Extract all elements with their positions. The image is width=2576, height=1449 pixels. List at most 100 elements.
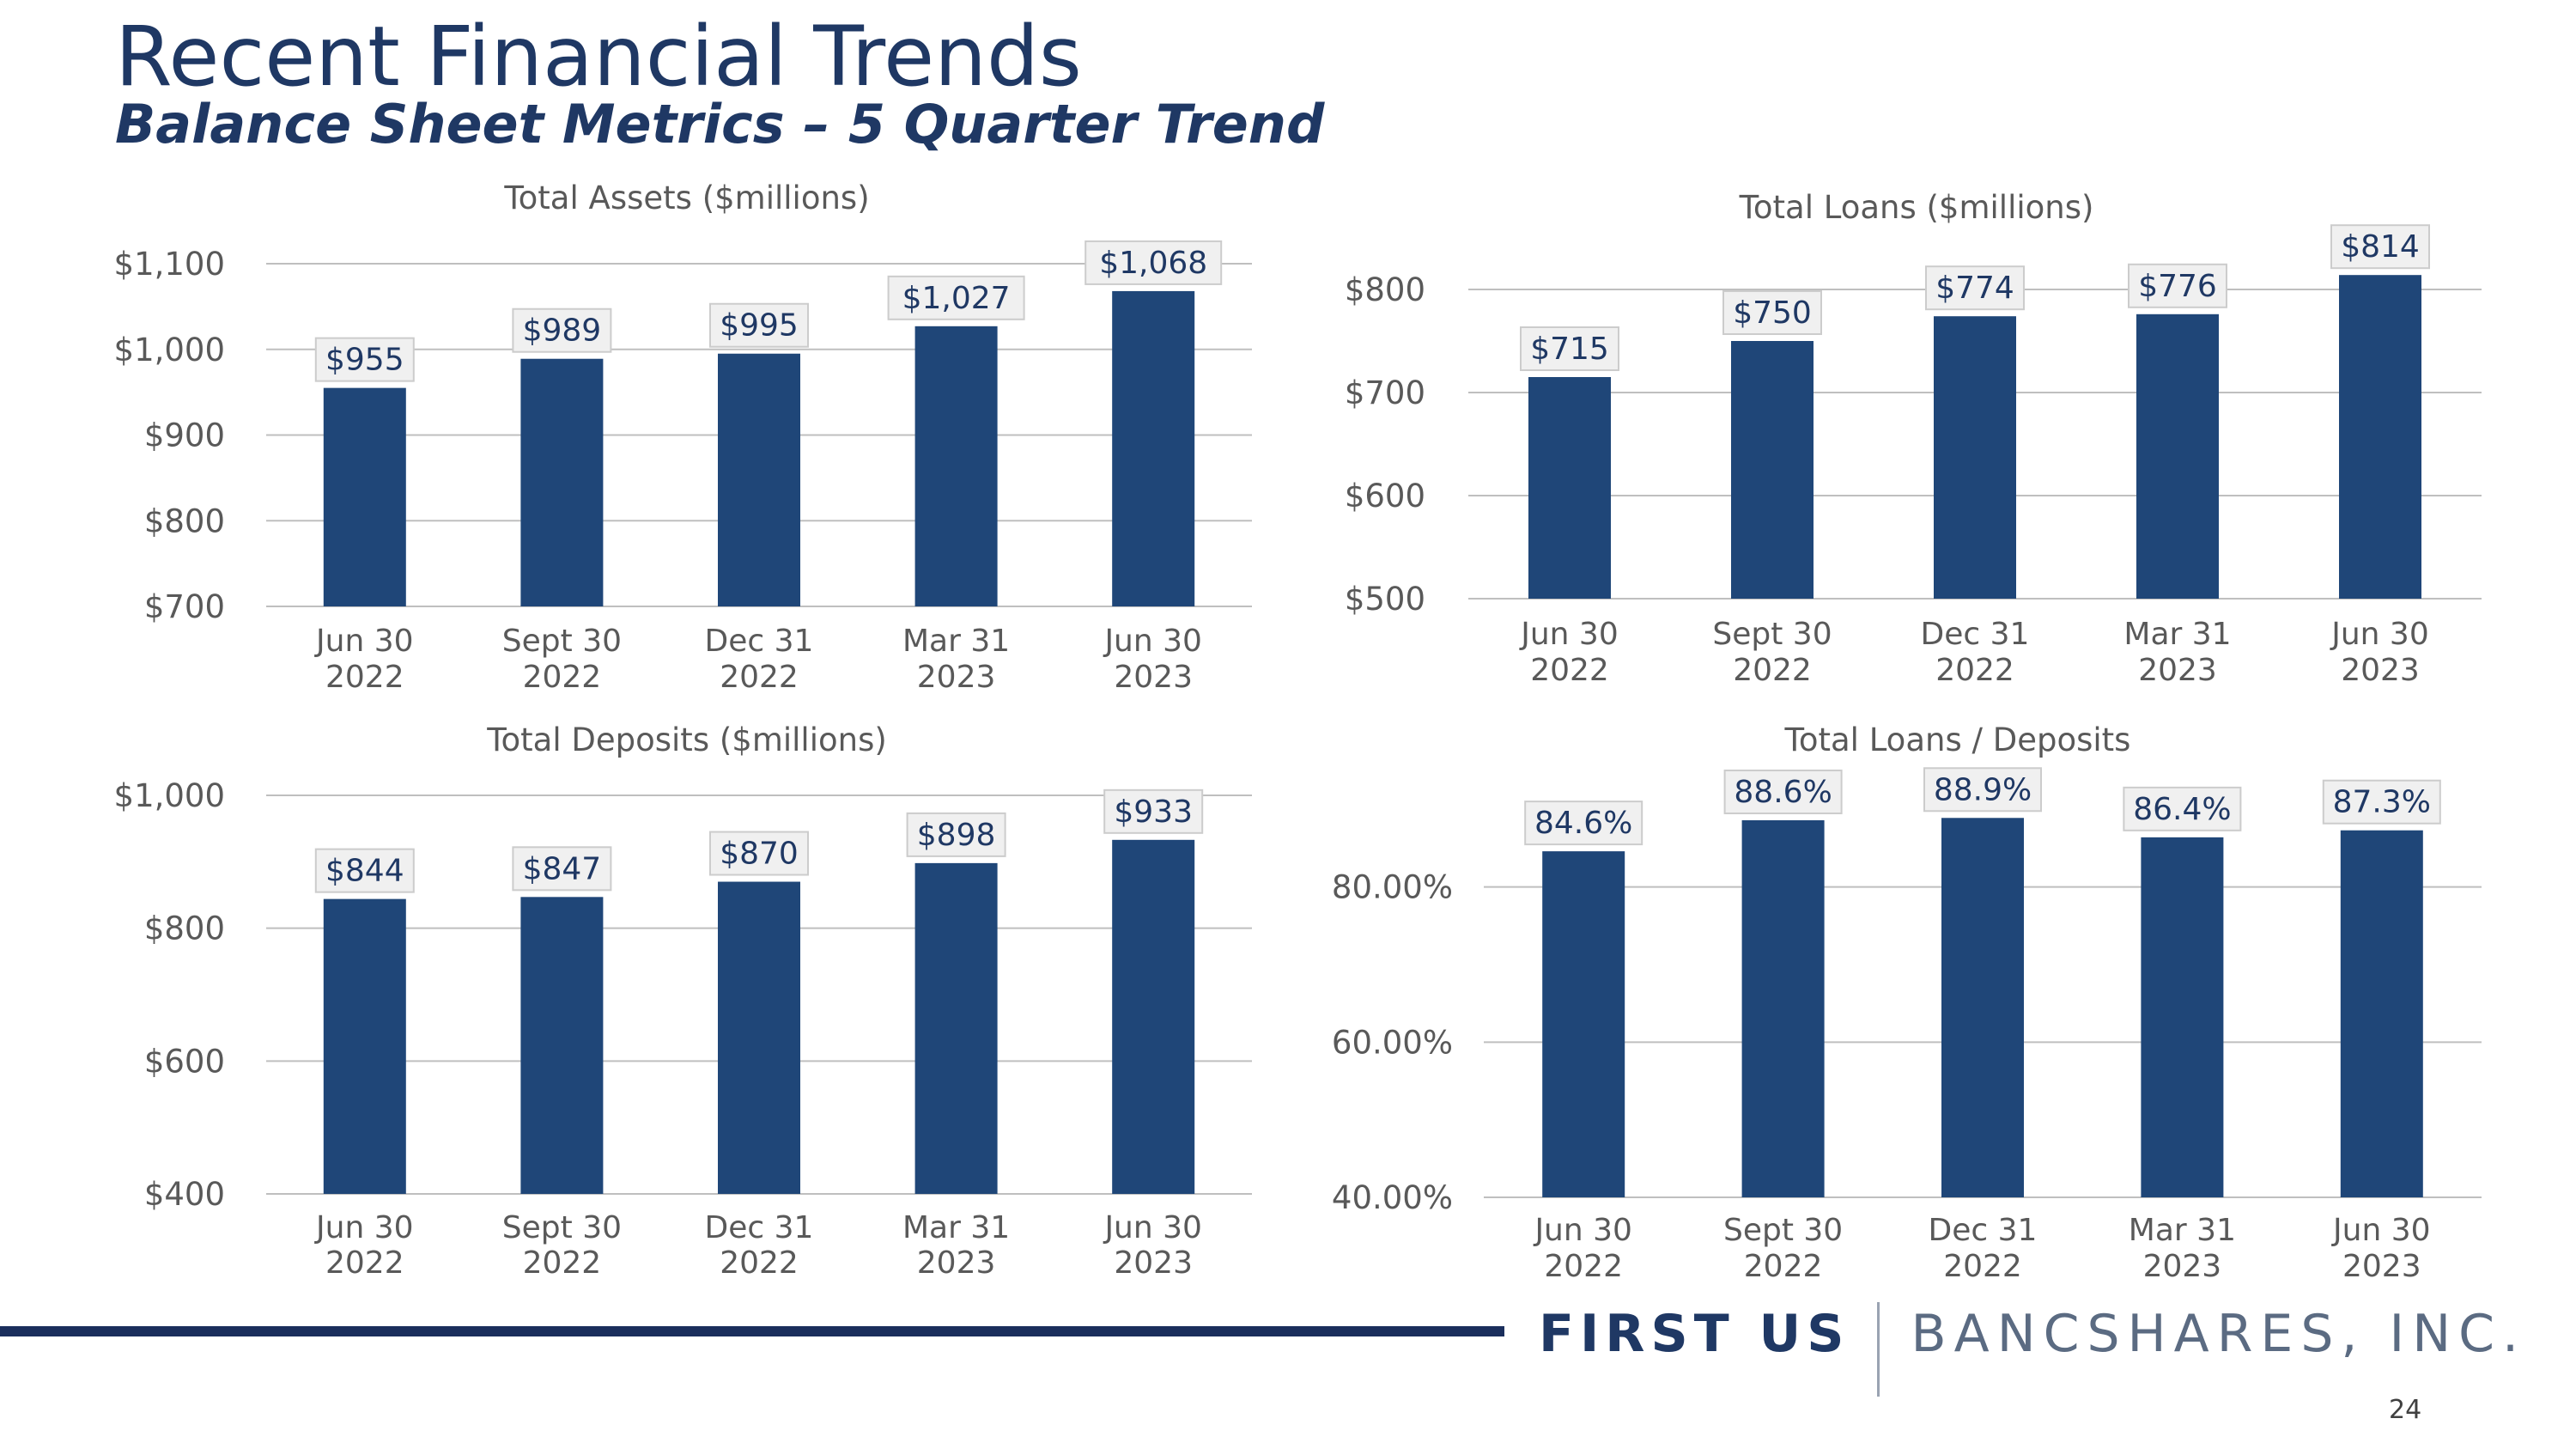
y-tick-label: 40.00% — [1332, 1179, 1453, 1216]
data-label-box — [1723, 769, 1843, 814]
x-tick-label: Dec 31 — [1921, 617, 2030, 652]
data-label: $955 — [325, 343, 404, 378]
x-tick-label: Sept 30 — [1723, 1213, 1843, 1248]
y-tick-label: $900 — [144, 417, 225, 454]
data-label-box — [887, 275, 1025, 320]
bar — [323, 898, 406, 1194]
data-label: 84.6% — [1534, 806, 1632, 841]
x-tick-label: Jun 30 — [1519, 617, 1619, 652]
data-label-box — [709, 302, 809, 348]
x-tick-label: 2022 — [720, 660, 799, 695]
bar — [1112, 839, 1195, 1194]
bar — [1528, 377, 1611, 599]
data-label: $898 — [917, 818, 996, 853]
x-tick-label: 2023 — [1114, 1245, 1193, 1281]
data-label: 88.6% — [1734, 775, 1832, 810]
x-tick-label: Jun 30 — [314, 624, 414, 659]
x-tick-label: 2022 — [1935, 653, 2014, 688]
data-label: $1,068 — [1099, 246, 1207, 281]
x-tick-label: Dec 31 — [1929, 1213, 2038, 1248]
data-label: $776 — [2138, 269, 2217, 304]
bar — [2141, 837, 2224, 1197]
x-tick-label: Jun 30 — [1103, 624, 1202, 659]
y-tick-label: $400 — [144, 1176, 225, 1213]
data-label: $989 — [523, 314, 602, 349]
bar — [1112, 290, 1195, 606]
brand-logo: FIRST US BANCSHARES, INC. — [1539, 1295, 2526, 1397]
x-tick-label: Mar 31 — [2123, 617, 2231, 652]
y-tick-label: $800 — [1345, 271, 1425, 308]
bar — [914, 326, 998, 606]
bar — [2339, 275, 2421, 599]
x-tick-label: Mar 31 — [902, 1210, 1010, 1245]
data-label-box — [2330, 224, 2430, 270]
bar — [718, 881, 800, 1194]
y-tick-label: $800 — [144, 910, 225, 947]
data-label-box — [1520, 326, 1619, 371]
x-tick-label: Sept 30 — [502, 1210, 622, 1245]
data-label: 87.3% — [2333, 785, 2431, 820]
bar — [1741, 819, 1825, 1197]
bar — [520, 358, 604, 606]
bar — [2340, 830, 2423, 1197]
data-label-box — [709, 831, 809, 876]
x-tick-label: 2023 — [917, 1245, 996, 1281]
y-tick-label: $600 — [144, 1043, 225, 1080]
data-label: $774 — [1935, 271, 2014, 306]
data-label-box — [314, 848, 415, 893]
x-tick-label: Jun 30 — [2331, 1213, 2431, 1248]
bar — [2136, 314, 2219, 599]
data-label: $847 — [523, 851, 602, 886]
y-tick-label: $600 — [1345, 478, 1425, 514]
data-label-box — [1722, 290, 1822, 335]
data-label: $1,027 — [902, 281, 1011, 316]
x-tick-label: 2022 — [325, 660, 404, 695]
y-tick-label: $1,100 — [114, 246, 225, 283]
x-tick-label: 2022 — [523, 1245, 602, 1281]
page-title: Recent Financial Trends — [115, 9, 1082, 105]
data-label: $715 — [1530, 332, 1609, 367]
x-tick-label: Sept 30 — [1712, 617, 1832, 652]
data-label: 86.4% — [2133, 792, 2231, 827]
x-tick-label: Dec 31 — [705, 624, 814, 659]
x-tick-label: 2023 — [2342, 1249, 2421, 1284]
y-tick-label: $800 — [144, 502, 225, 539]
x-tick-label: Sept 30 — [502, 624, 622, 659]
x-tick-label: 2022 — [720, 1245, 799, 1281]
data-label: $870 — [720, 837, 799, 872]
x-tick-label: 2022 — [523, 660, 602, 695]
data-label: $933 — [1114, 795, 1193, 830]
data-label-box — [314, 337, 415, 382]
chart-title: Total Loans ($millions) — [1739, 189, 2094, 226]
brand-name-bold: FIRST US — [1539, 1304, 1850, 1364]
bar — [1941, 818, 2024, 1197]
data-label-box — [512, 846, 612, 892]
x-tick-label: Dec 31 — [705, 1210, 814, 1245]
x-tick-label: 2022 — [325, 1245, 404, 1281]
x-tick-label: 2023 — [2143, 1249, 2222, 1284]
data-label-box — [2128, 263, 2227, 308]
x-tick-label: Jun 30 — [1103, 1210, 1202, 1245]
x-tick-label: Jun 30 — [314, 1210, 414, 1245]
bar — [1934, 316, 2016, 599]
x-tick-label: 2022 — [1530, 653, 1609, 688]
x-tick-label: Mar 31 — [2129, 1213, 2236, 1248]
x-tick-label: 2023 — [1114, 660, 1193, 695]
data-label-box — [1103, 788, 1204, 834]
bar — [914, 862, 998, 1194]
y-tick-label: 80.00% — [1332, 869, 1453, 906]
x-tick-label: Jun 30 — [1533, 1213, 1632, 1248]
x-tick-label: 2022 — [1943, 1249, 2022, 1284]
data-label-box — [1524, 801, 1643, 846]
x-tick-label: 2023 — [917, 660, 996, 695]
x-tick-label: 2023 — [2138, 653, 2217, 688]
data-label: 88.9% — [1934, 772, 2032, 807]
x-tick-label: 2022 — [1744, 1249, 1823, 1284]
data-label-box — [2322, 779, 2441, 825]
bar — [323, 387, 406, 606]
y-tick-label: $700 — [1345, 374, 1425, 411]
data-label-box — [1925, 265, 2025, 311]
data-label-box — [2123, 786, 2242, 831]
x-tick-label: 2022 — [1733, 653, 1812, 688]
bar — [520, 897, 604, 1194]
